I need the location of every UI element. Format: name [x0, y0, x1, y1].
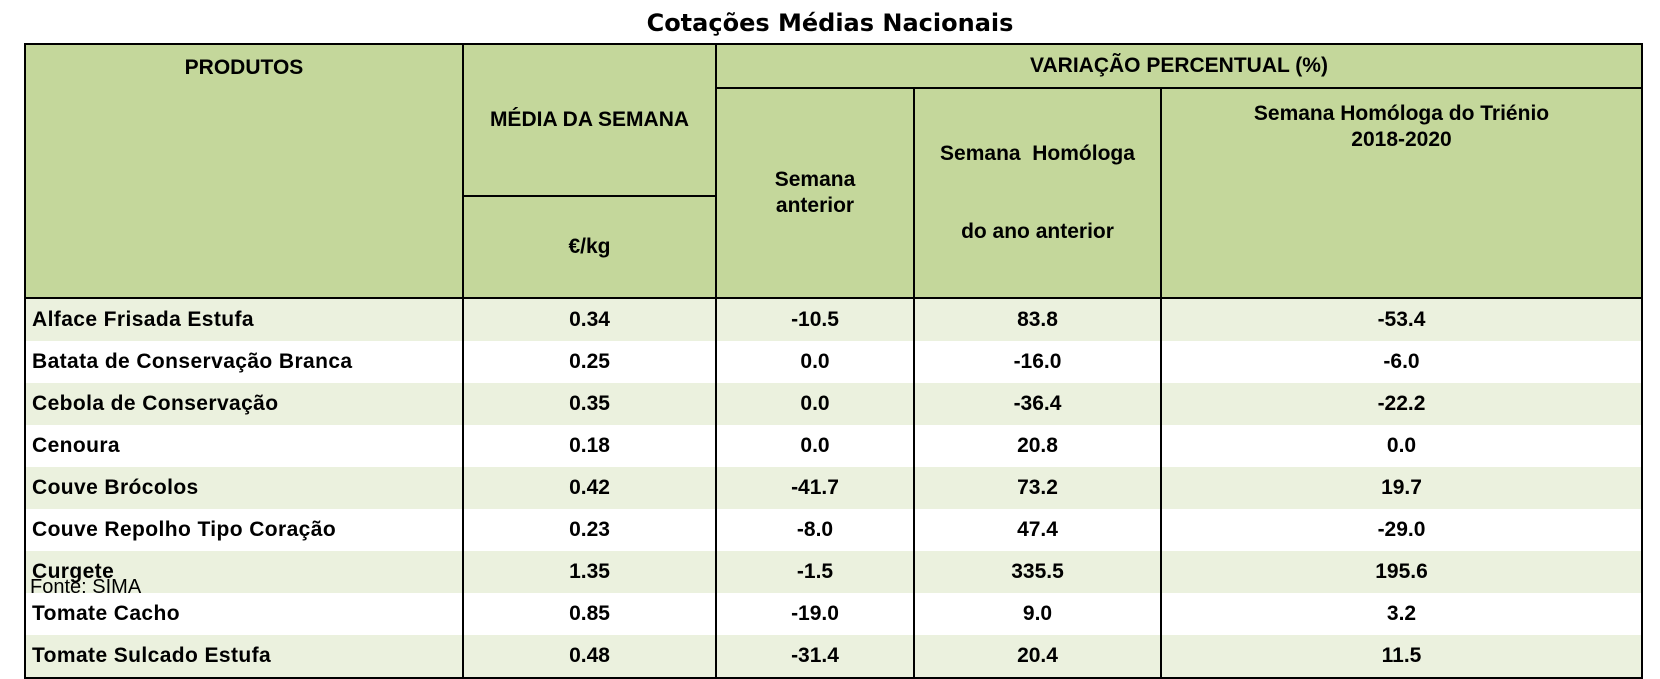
- cell-semana-anterior: 0.0: [715, 341, 915, 383]
- table-row: Tomate Sulcado Estufa 0.48 -31.4 20.4 11.5: [24, 635, 1644, 679]
- cell-homologa-ano: -36.4: [913, 383, 1162, 425]
- prices-table: PRODUTOS MÉDIA DA SEMANA VARIAÇÃO PERCEN…: [24, 43, 1644, 679]
- table-row: Couve Brócolos 0.42 -41.7 73.2 19.7: [24, 467, 1644, 509]
- header-unit: €/kg: [462, 194, 717, 300]
- cell-homologa-trienio: 11.5: [1159, 635, 1644, 679]
- cell-homologa-trienio: -22.2: [1159, 383, 1644, 425]
- table-body: Alface Frisada Estufa 0.34 -10.5 83.8 -53.4 B…: [24, 298, 1644, 679]
- cell-semana-anterior: -19.0: [715, 593, 915, 635]
- cell-homologa-ano: 20.4: [913, 635, 1162, 679]
- header-semana-anterior-line2: anterior: [775, 194, 855, 217]
- cell-homologa-ano: 83.8: [913, 298, 1162, 341]
- header-homologa-ano: Semana Homóloga do ano anterior: [913, 87, 1162, 299]
- header-homologa-ano-line1: Semana Homóloga: [940, 142, 1135, 165]
- header-homologa-trienio: Semana Homóloga do Triénio 2018-2020: [1159, 87, 1644, 299]
- table-row: Tomate Cacho 0.85 -19.0 9.0 3.2: [24, 593, 1644, 635]
- cell-media: 0.35: [462, 383, 717, 425]
- cell-semana-anterior: -8.0: [715, 509, 915, 551]
- table-row: Couve Repolho Tipo Coração 0.23 -8.0 47.4 -2…: [24, 509, 1644, 551]
- cell-media: 0.42: [462, 467, 717, 509]
- header-produtos: PRODUTOS: [24, 43, 464, 299]
- cell-semana-anterior: 0.0: [715, 383, 915, 425]
- cell-homologa-ano: 20.8: [913, 425, 1162, 467]
- cell-homologa-trienio: -6.0: [1159, 341, 1644, 383]
- cell-produto: Tomate Cacho: [24, 593, 464, 635]
- cell-homologa-trienio: -29.0: [1159, 509, 1644, 551]
- cell-media: 1.35: [462, 551, 717, 593]
- cell-homologa-trienio: 0.0: [1159, 425, 1644, 467]
- cell-produto: Cenoura: [24, 425, 464, 467]
- cell-produto: Cebola de Conservação: [24, 383, 464, 425]
- cell-produto: Curgete: [24, 551, 464, 593]
- cell-media: 0.25: [462, 341, 717, 383]
- cell-homologa-ano: 73.2: [913, 467, 1162, 509]
- cell-media: 0.23: [462, 509, 717, 551]
- cell-homologa-trienio: -53.4: [1159, 298, 1644, 341]
- cell-produto: Batata de Conservação Branca: [24, 341, 464, 383]
- cell-homologa-ano: -16.0: [913, 341, 1162, 383]
- table-title: Cotações Médias Nacionais: [646, 9, 1014, 37]
- header-media-semana: MÉDIA DA SEMANA: [462, 43, 717, 197]
- cell-produto: Couve Brócolos: [24, 467, 464, 509]
- header-homologa-trienio-line2: 2018-2020: [1351, 128, 1452, 151]
- cell-media: 0.48: [462, 635, 717, 679]
- cell-produto: Tomate Sulcado Estufa: [24, 635, 464, 679]
- cell-homologa-ano: 47.4: [913, 509, 1162, 551]
- header-semana-anterior: Semana anterior: [715, 87, 915, 299]
- cell-homologa-ano: 9.0: [913, 593, 1162, 635]
- source-note: Fonte: SIMA: [30, 576, 142, 598]
- header-semana-anterior-line1: Semana: [774, 168, 856, 191]
- cell-media: 0.18: [462, 425, 717, 467]
- table-row: Alface Frisada Estufa 0.34 -10.5 83.8 -53.4: [24, 298, 1644, 341]
- cell-media: 0.85: [462, 593, 717, 635]
- cell-semana-anterior: 0.0: [715, 425, 915, 467]
- cell-semana-anterior: -1.5: [715, 551, 915, 593]
- cell-semana-anterior: -10.5: [715, 298, 915, 341]
- table-row: Curgete 1.35 -1.5 335.5 195.6: [24, 551, 1644, 593]
- header-variacao-percentual: VARIAÇÃO PERCENTUAL (%): [714, 43, 1644, 89]
- table-row: Batata de Conservação Branca 0.25 0.0 -16.0…: [24, 341, 1644, 383]
- cell-produto: Alface Frisada Estufa: [24, 298, 464, 341]
- cell-semana-anterior: -41.7: [715, 467, 915, 509]
- cell-homologa-ano: 335.5: [913, 551, 1162, 593]
- table-row: Cebola de Conservação 0.35 0.0 -36.4 -22.2: [24, 383, 1644, 425]
- cell-homologa-trienio: 19.7: [1159, 467, 1644, 509]
- header-homologa-trienio-line1: Semana Homóloga do Triénio: [1253, 102, 1550, 125]
- cell-homologa-trienio: 3.2: [1159, 593, 1644, 635]
- cell-semana-anterior: -31.4: [715, 635, 915, 679]
- cell-media: 0.34: [462, 298, 717, 341]
- header-homologa-ano-line2: do ano anterior: [961, 220, 1114, 243]
- table-row: Cenoura 0.18 0.0 20.8 0.0: [24, 425, 1644, 467]
- cell-homologa-trienio: 195.6: [1159, 551, 1644, 593]
- cell-produto: Couve Repolho Tipo Coração: [24, 509, 464, 551]
